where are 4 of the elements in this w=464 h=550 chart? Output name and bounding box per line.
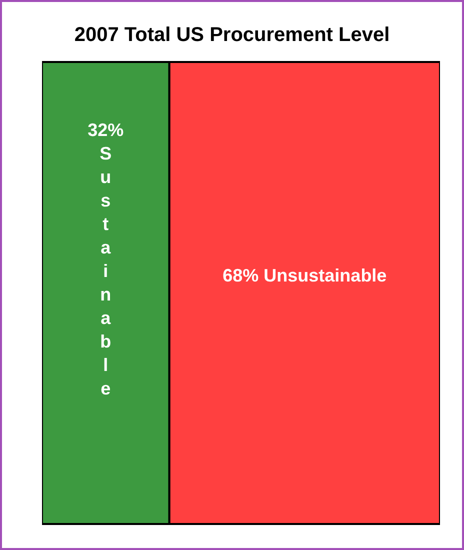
chart-title: 2007 Total US Procurement Level — [73, 24, 391, 48]
text: Sustainable — [100, 143, 112, 398]
data-label: 32% — [88, 120, 124, 140]
text: 68% Unsustainable — [222, 266, 387, 286]
